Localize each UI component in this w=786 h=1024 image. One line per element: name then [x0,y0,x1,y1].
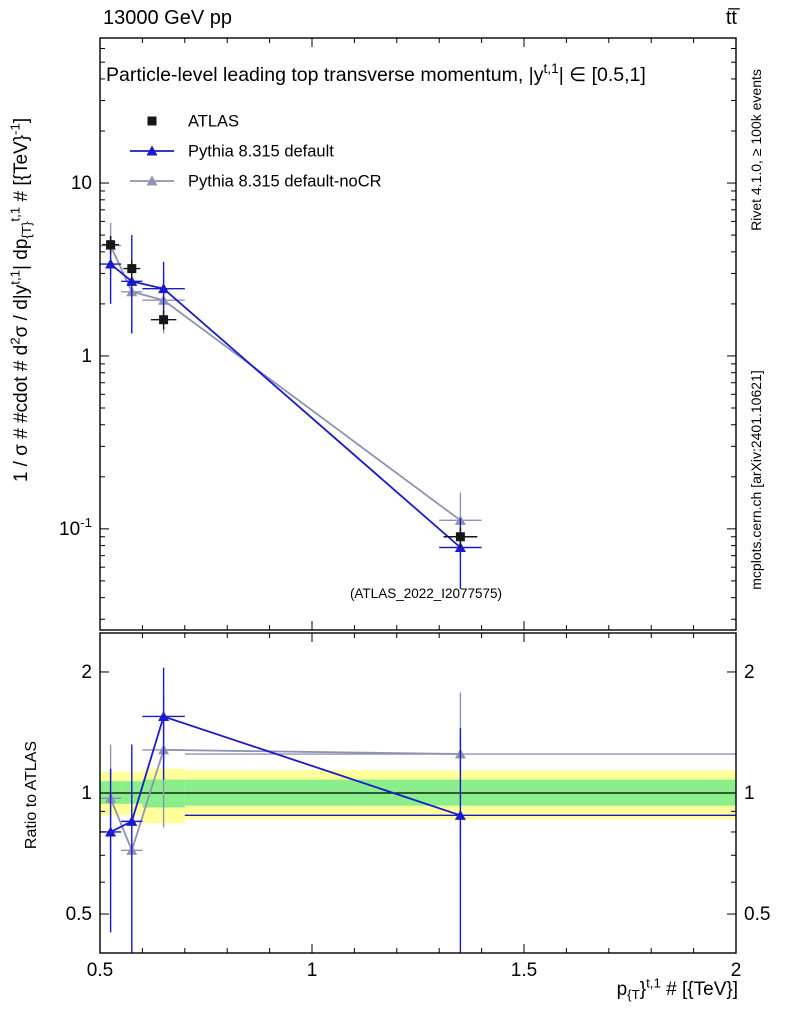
marker-square [127,264,137,274]
header-process: tt̅ [726,7,740,29]
rich-text-labels: Particle-level leading top transverse mo… [7,61,738,1002]
main-y-tick-label: 1 [81,346,92,367]
series-line [110,263,461,549]
axis-tick-labels: 10 1 10-1 2 2 1 1 0.5 0.5 0.5 1 1.5 2 [59,173,770,981]
marker-square [159,315,169,325]
main-panel-title: Particle-level leading top transverse mo… [106,61,646,86]
legend: ATLAS Pythia 8.315 default Pythia 8.315 de… [130,113,382,191]
legend-label: ATLAS [188,113,239,131]
main-y-tick-label: 10 [71,173,92,194]
x-axis-title: p{T}t,1 # [{TeV}] [617,975,738,1002]
axis-ticks [99,38,737,953]
marker-triangle [454,809,466,820]
legend-item-atlas: ATLAS [147,113,239,131]
ratio-y-axis-title: Ratio to ATLAS [23,741,40,849]
header-beam-energy: 13000 GeV pp [103,7,232,29]
legend-marker [147,116,157,126]
marker-triangle [126,815,138,826]
ratio-y-tick-label-left: 2 [81,662,92,683]
main-plot-frame [99,37,737,631]
marker-triangle [105,826,117,837]
main-y-axis-title: 1 / σ # #cdot # d2σ / d|yt,1| dp{T}t,1 #… [7,118,34,482]
series-line [110,715,461,833]
series-pythia-8-315-default [100,667,736,953]
x-tick-label: 2 [731,960,742,981]
legend-marker [146,175,158,186]
marker-triangle [158,710,170,721]
legend-marker [146,145,158,156]
x-tick-label: 1 [307,960,318,981]
ratio-y-tick-label-right: 0.5 [744,904,770,925]
main-series-layer [100,222,482,589]
marker-triangle [158,283,170,294]
rivet-version-note: Rivet 4.1.0, ≥ 100k events [748,69,764,231]
marker-triangle [126,275,138,286]
marker-square [455,532,465,542]
ratio-y-tick-label-right: 2 [744,662,755,683]
series-atlas [102,235,478,548]
mcplots-arxiv-note: mcplots.cern.ch [arXiv:2401.10621] [748,370,764,589]
legend-label: Pythia 8.315 default-noCR [188,173,382,191]
legend-label: Pythia 8.315 default [188,143,334,161]
analysis-watermark: (ATLAS_2022_I2077575) [350,586,502,601]
legend-item-pythia-8-315-default-nocr: Pythia 8.315 default-noCR [130,173,382,191]
ratio-y-tick-label-right: 1 [744,783,755,804]
marker-triangle [105,258,117,269]
main-y-tick-label: 10-1 [59,515,92,540]
series-line [109,245,461,522]
x-tick-label: 1.5 [511,960,537,981]
x-tick-label: 0.5 [87,960,113,981]
ratio-series-layer [100,667,736,953]
series-pythia-8-315-default-nocr [100,692,736,953]
series-pythia-8-315-default [100,235,482,589]
ratio-y-tick-label-left: 0.5 [66,904,92,925]
series-pythia-8-315-default-nocr [100,222,482,556]
legend-item-pythia-8-315-default: Pythia 8.315 default [130,143,334,161]
ratio-y-tick-label-left: 1 [81,783,92,804]
series-line [109,748,461,854]
marker-square [106,240,116,250]
